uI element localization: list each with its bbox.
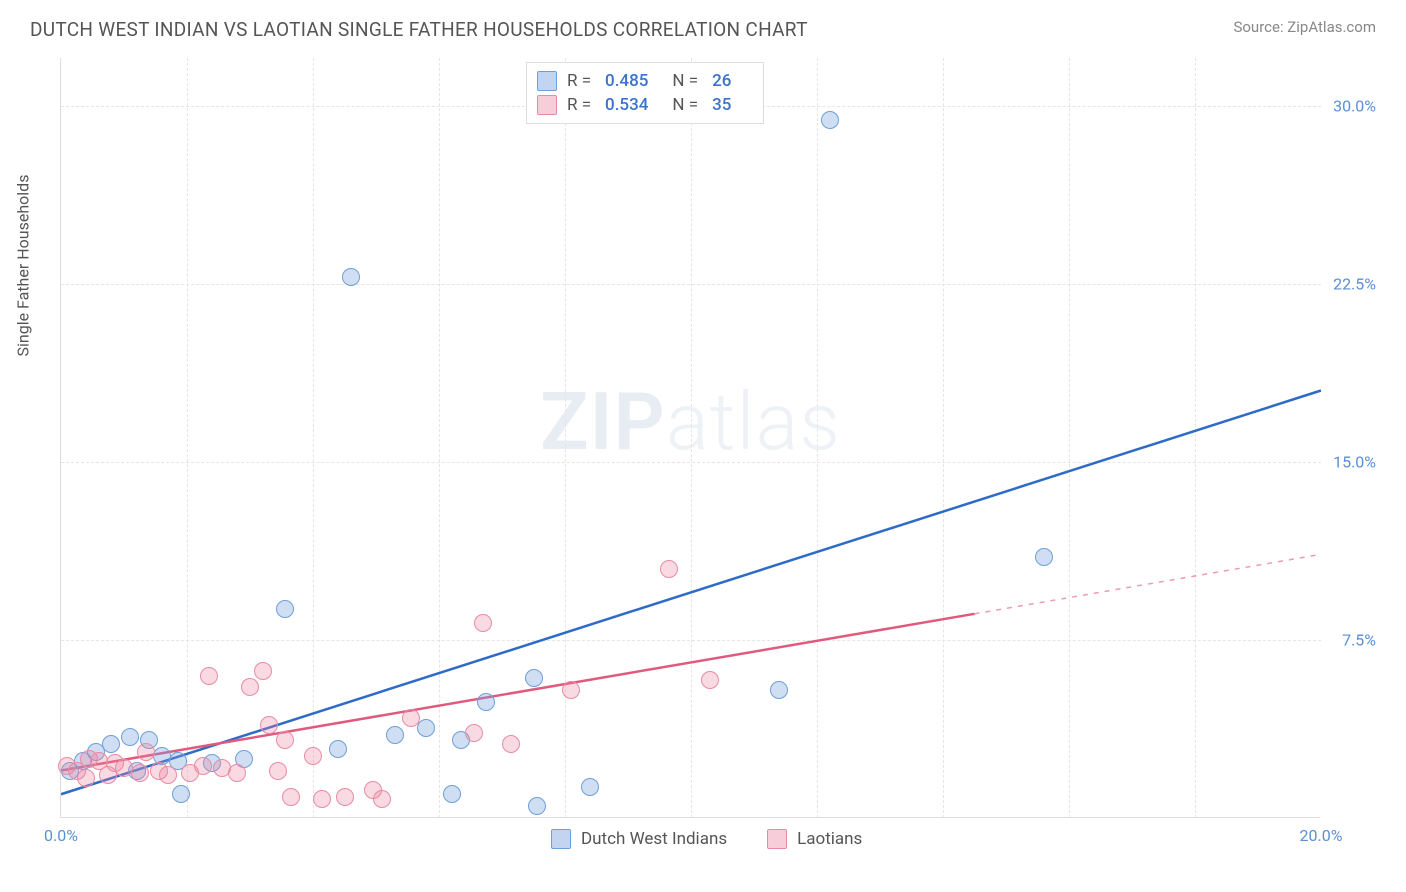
legend-swatch	[551, 829, 571, 849]
scatter-point	[131, 764, 149, 782]
y-tick-label: 30.0%	[1326, 96, 1376, 115]
scatter-point	[528, 797, 546, 815]
series-legend: Dutch West Indians Laotians	[551, 829, 862, 849]
chart-title: DUTCH WEST INDIAN VS LAOTIAN SINGLE FATH…	[30, 18, 808, 41]
legend-swatch	[767, 829, 787, 849]
y-tick-label: 15.0%	[1326, 452, 1376, 471]
scatter-point	[228, 764, 246, 782]
scatter-point	[660, 560, 678, 578]
gridline-v	[565, 58, 566, 818]
stat-r-label: R =	[567, 95, 591, 115]
scatter-point	[254, 662, 272, 680]
x-tick-label: 0.0%	[44, 826, 78, 845]
gridline-v	[1195, 58, 1196, 818]
scatter-point	[386, 726, 404, 744]
gridline-v	[313, 58, 314, 818]
y-tick-label: 22.5%	[1326, 274, 1376, 293]
scatter-point	[701, 671, 719, 689]
stat-n-label: N =	[672, 71, 698, 91]
gridline-v	[439, 58, 440, 818]
legend-item: Laotians	[767, 829, 862, 849]
trend-line-dashed	[975, 554, 1322, 613]
plot-area: ZIPatlas R =0.485N =26R =0.534N =35 Sing…	[60, 58, 1320, 818]
scatter-point	[276, 731, 294, 749]
legend-swatch	[537, 71, 557, 91]
legend-label: Dutch West Indians	[581, 829, 727, 849]
scatter-point	[329, 740, 347, 758]
scatter-point	[276, 600, 294, 618]
scatter-point	[159, 766, 177, 784]
scatter-point	[137, 743, 155, 761]
scatter-point	[304, 747, 322, 765]
scatter-point	[581, 778, 599, 796]
scatter-point	[402, 709, 420, 727]
gridline-v	[943, 58, 944, 818]
scatter-point	[443, 785, 461, 803]
stat-n-value: 26	[712, 71, 731, 91]
scatter-point	[373, 790, 391, 808]
scatter-point	[465, 724, 483, 742]
legend-item: Dutch West Indians	[551, 829, 727, 849]
y-axis-label: Single Father Households	[14, 175, 33, 357]
scatter-point	[525, 669, 543, 687]
scatter-point	[121, 728, 139, 746]
scatter-point	[562, 681, 580, 699]
legend-label: Laotians	[797, 829, 862, 849]
chart-container: ZIPatlas R =0.485N =26R =0.534N =35 Sing…	[60, 58, 1376, 848]
stat-n-value: 35	[712, 95, 731, 115]
scatter-point	[1035, 548, 1053, 566]
stat-r-value: 0.534	[605, 95, 648, 115]
scatter-point	[269, 762, 287, 780]
chart-header: DUTCH WEST INDIAN VS LAOTIAN SINGLE FATH…	[0, 0, 1406, 49]
stats-row: R = 0.485 N = 26	[537, 69, 745, 93]
gridline-v	[691, 58, 692, 818]
scatter-point	[474, 614, 492, 632]
scatter-point	[194, 757, 212, 775]
scatter-point	[241, 678, 259, 696]
stat-r-value: 0.485	[605, 71, 648, 91]
scatter-point	[282, 788, 300, 806]
scatter-point	[417, 719, 435, 737]
scatter-point	[77, 769, 95, 787]
y-tick-label: 7.5%	[1326, 630, 1376, 649]
scatter-point	[770, 681, 788, 699]
scatter-point	[102, 735, 120, 753]
scatter-point	[336, 788, 354, 806]
scatter-point	[200, 667, 218, 685]
scatter-point	[821, 111, 839, 129]
scatter-point	[342, 268, 360, 286]
x-tick-label: 20.0%	[1300, 826, 1343, 845]
stat-n-label: N =	[672, 95, 698, 115]
scatter-point	[260, 716, 278, 734]
legend-swatch	[537, 95, 557, 115]
stats-row: R = 0.534 N = 35	[537, 93, 745, 117]
source-label: Source: ZipAtlas.com	[1233, 18, 1376, 36]
scatter-point	[502, 735, 520, 753]
scatter-point	[172, 785, 190, 803]
scatter-point	[313, 790, 331, 808]
gridline-v	[1069, 58, 1070, 818]
gridline-v	[817, 58, 818, 818]
stats-legend-box: R = 0.485 N = 26 R = 0.534 N = 35	[526, 62, 764, 124]
gridline-v	[187, 58, 188, 818]
scatter-point	[477, 693, 495, 711]
stat-r-label: R =	[567, 71, 591, 91]
